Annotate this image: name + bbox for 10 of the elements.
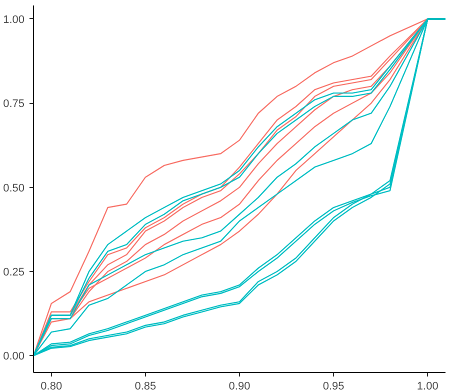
x-tick-label: 1.00 [416,380,438,392]
y-tick-label: 0.50 [3,182,25,194]
x-tick-label: 0.85 [134,380,156,392]
y-tick-label: 1.00 [3,14,25,26]
x-tick-label: 0.95 [322,380,344,392]
y-tick-label: 0.25 [3,266,25,278]
x-tick-label: 0.90 [228,380,250,392]
x-tick-label: 0.80 [40,380,62,392]
y-tick-label: 0.00 [3,350,25,363]
y-tick-label: 0.75 [3,98,25,110]
